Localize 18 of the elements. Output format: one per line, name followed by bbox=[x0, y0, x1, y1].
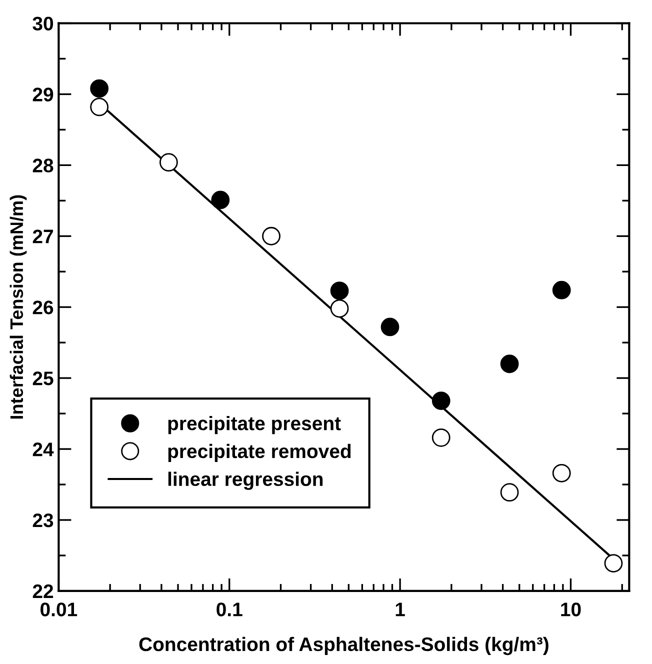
y-tick-label: 26 bbox=[32, 300, 54, 314]
legend-label: precipitate removed bbox=[168, 444, 351, 462]
y-tick-label: 29 bbox=[32, 88, 54, 102]
y-tick-label: 28 bbox=[32, 158, 54, 172]
y-tick-label: 30 bbox=[32, 16, 54, 31]
y-tick-label: 23 bbox=[32, 513, 54, 528]
y-tick-label: 27 bbox=[32, 230, 53, 244]
x-tick-label: 0.1 bbox=[216, 602, 242, 616]
y-tick-label: 24 bbox=[32, 442, 54, 456]
legend-label: linear regression bbox=[168, 472, 323, 490]
y-tick-label: 25 bbox=[32, 372, 54, 386]
y-axis-title: Interfacial Tension (mN/m) bbox=[10, 195, 27, 419]
x-axis-title: Concentration of Asphaltenes-Solids (kg/m³) bbox=[139, 636, 548, 656]
y-tick-label: 22 bbox=[32, 584, 54, 598]
x-tick-label: 1 bbox=[396, 602, 405, 616]
x-tick-label: 0.01 bbox=[40, 602, 78, 616]
x-tick-label: 10 bbox=[561, 602, 581, 616]
legend-label: precipitate present bbox=[168, 416, 341, 434]
